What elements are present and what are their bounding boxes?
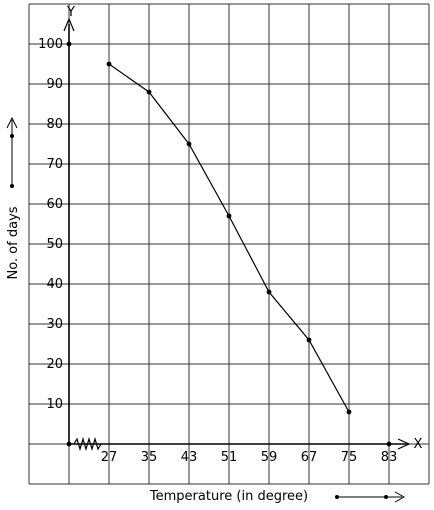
y-tick-label: 20 [46,357,63,372]
data-point [186,141,192,147]
x-tick-label: 27 [101,450,118,465]
x-direction-arrow [335,491,406,503]
data-point [226,213,232,219]
x-tick-label: 83 [381,450,398,465]
x-tick-label: 59 [261,450,278,465]
data-point [106,61,112,67]
y-axis-arrowhead [63,17,75,32]
data-point [266,289,272,295]
origin-point [66,441,72,447]
y-tick-label: 70 [46,157,63,172]
chart-axes [63,17,411,452]
y-direction-arrow [6,116,18,188]
chart-grid [28,3,430,485]
x-axis-end-point [386,441,392,447]
y-axis-letter: Y [66,5,75,20]
x-axis-break [73,436,102,452]
data-point [146,89,152,95]
y-tick-label: 100 [38,37,63,52]
data-point [346,409,352,415]
x-axis-arrowhead [397,438,411,450]
x-axis-title: Temperature (in degree) [149,489,308,504]
y-tick-label: 90 [46,77,63,92]
x-axis-letter: X [414,437,423,452]
y-tick-label: 60 [46,197,63,212]
data-series [106,61,352,415]
x-tick-label: 35 [141,450,158,465]
x-tick-label: 43 [181,450,198,465]
x-tick-label: 67 [301,450,318,465]
y-axis-title: No. of days [6,206,21,279]
y-tick-label: 30 [46,317,63,332]
data-point [306,337,312,343]
y-tick-label: 50 [46,237,63,252]
y-tick-label: 40 [46,277,63,292]
tick-labels: 27 35 43 51 59 67 75 83 10 20 30 40 50 60 70 80 90 100 [38,37,397,465]
x-tick-label: 75 [341,450,358,465]
y-axis-end-point [66,41,72,47]
x-tick-label: 51 [221,450,238,465]
y-tick-label: 10 [46,397,63,412]
y-tick-label: 80 [46,117,63,132]
